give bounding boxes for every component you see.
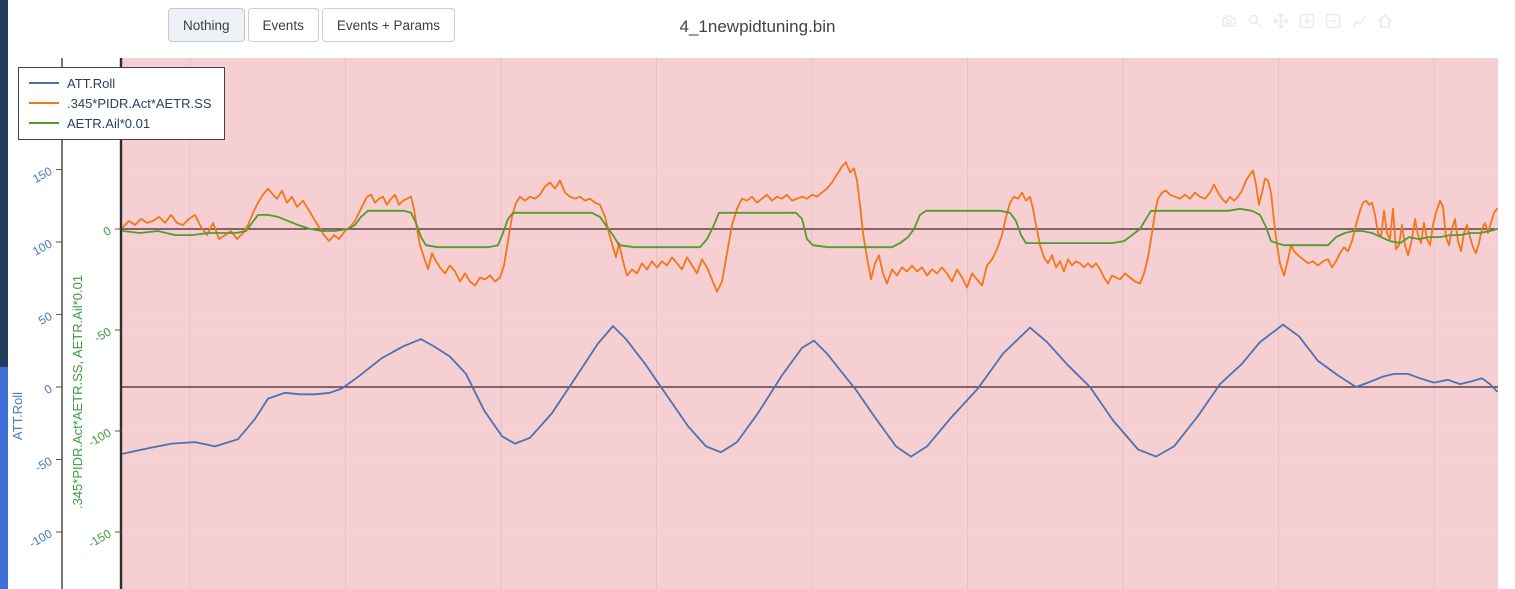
legend-item-att-roll[interactable]: ATT.Roll xyxy=(29,73,212,93)
legend-line-swatch xyxy=(29,122,59,124)
tick-label: -150 xyxy=(86,526,114,550)
tick-label: -50 xyxy=(91,324,113,345)
pan-icon[interactable] xyxy=(1270,10,1291,32)
tick-label: 0 xyxy=(101,223,114,239)
series-line-345-pidr-act-aetr-ss xyxy=(122,161,1498,293)
plot-area[interactable]: 150 100 50 0 -50 -100 0 -50 -100 -150 ATT.Roll .345… xyxy=(0,55,1515,589)
tick-label: 100 xyxy=(30,236,55,258)
filter-button-nothing[interactable]: Nothing xyxy=(168,8,245,42)
annotation-filter-buttons: Nothing Events Events + Params xyxy=(168,8,455,42)
chart-container: 150 100 50 0 -50 -100 0 -50 -100 -150 ATT.Roll .345… xyxy=(0,55,1515,589)
plot-background xyxy=(122,58,1498,589)
filter-button-events[interactable]: Events xyxy=(247,8,319,42)
zoom-in-icon[interactable] xyxy=(1296,10,1317,32)
plot-modebar xyxy=(1218,10,1395,32)
header-bar: Nothing Events Events + Params 4_1newpidtu… xyxy=(0,0,1515,55)
filter-button-events-params[interactable]: Events + Params xyxy=(321,8,455,42)
tick-label: -50 xyxy=(32,454,54,475)
autoscale-icon[interactable] xyxy=(1348,10,1369,32)
legend-label: AETR.Ail*0.01 xyxy=(67,115,151,131)
series-line-aetr-ail-0-01 xyxy=(122,207,1498,249)
y-axis-title-pid: .345*PIDR.Act*AETR.SS, AETR.Ail*0.01 xyxy=(70,275,85,509)
reset-axes-icon[interactable] xyxy=(1374,10,1395,32)
scrollbar-thumb[interactable] xyxy=(0,367,8,589)
camera-icon[interactable] xyxy=(1218,10,1239,32)
vertical-scrollbar[interactable] xyxy=(0,0,8,589)
tick-label: -100 xyxy=(27,526,55,550)
legend-label: ATT.Roll xyxy=(67,75,116,91)
legend-item-345-pidr-act-aetr-ss[interactable]: .345*PIDR.Act*AETR.SS xyxy=(29,93,212,113)
legend-line-swatch xyxy=(29,82,59,84)
zoom-out-icon[interactable] xyxy=(1322,10,1343,32)
legend-line-swatch xyxy=(29,102,59,104)
legend-label: .345*PIDR.Act*AETR.SS xyxy=(67,95,212,111)
series-line-att-roll xyxy=(122,323,1498,458)
tick-label: -100 xyxy=(86,425,114,449)
tick-label: 0 xyxy=(42,381,55,397)
zoom-icon[interactable] xyxy=(1244,10,1265,32)
tick-label: 150 xyxy=(30,164,55,186)
tick-label: 50 xyxy=(36,309,55,328)
y-axis-title-roll: ATT.Roll xyxy=(10,392,25,440)
legend-item-aetr-ail-0-01[interactable]: AETR.Ail*0.01 xyxy=(29,113,212,133)
page-title: 4_1newpidtuning.bin xyxy=(679,17,836,36)
legend[interactable]: ATT.Roll .345*PIDR.Act*AETR.SS AETR.Ail*0.… xyxy=(18,67,225,140)
